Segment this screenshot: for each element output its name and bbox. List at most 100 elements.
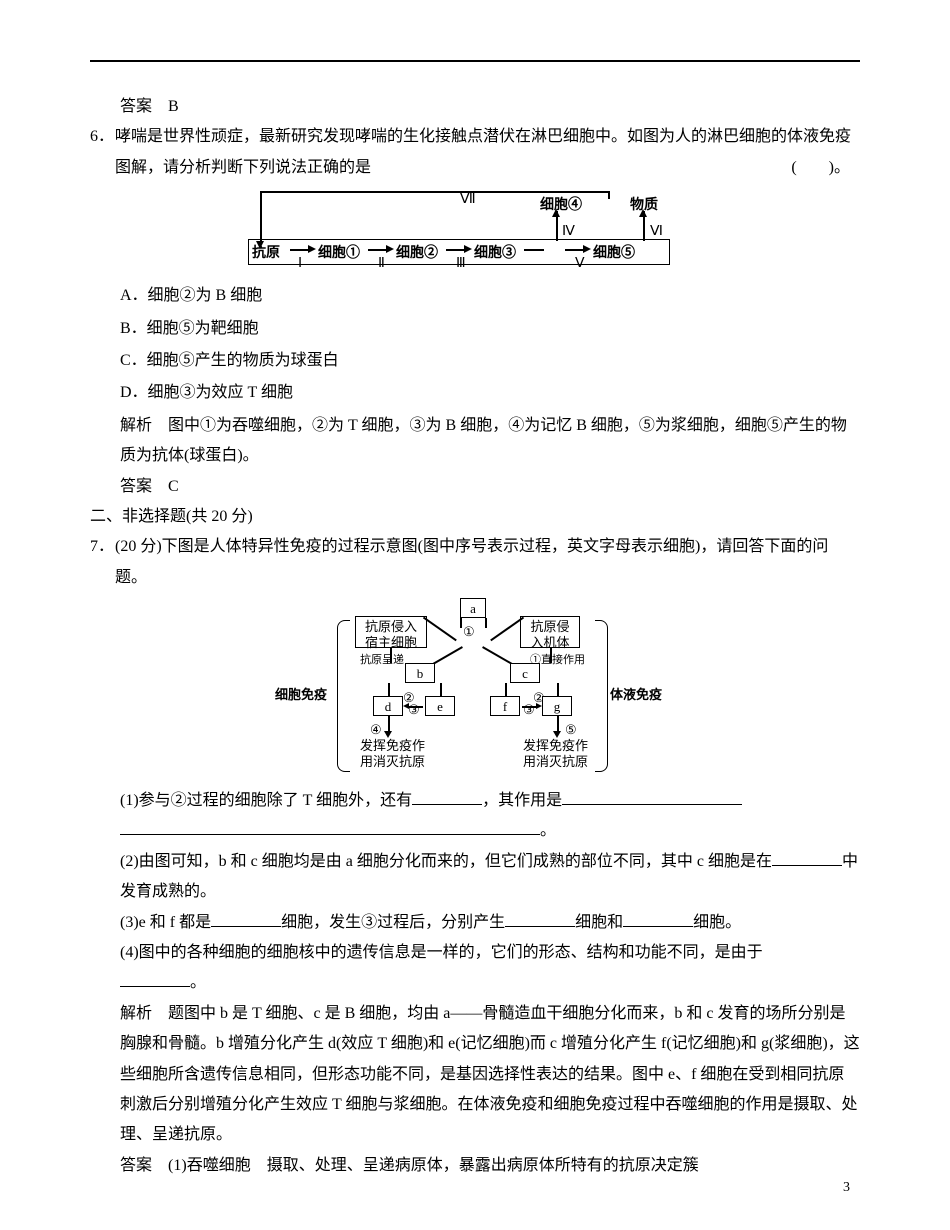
q6-opt-a: A．细胞②为 B 细胞	[120, 281, 860, 311]
d1-cell4: 细胞④	[540, 193, 582, 220]
d1-vii: Ⅶ	[460, 187, 476, 214]
q7-answer: 答案 (1)吞噬细胞 摄取、处理、呈递病原体，暴露出病原体所特有的抗原决定簇	[120, 1151, 860, 1181]
d2-h3	[409, 706, 423, 708]
blank-long	[120, 818, 540, 835]
d2-chengdi: 抗原呈递	[360, 650, 404, 671]
blank	[562, 788, 742, 805]
arrow-right-icon	[536, 703, 542, 709]
d1-r1	[608, 191, 610, 199]
blank	[505, 910, 575, 927]
brace-left-icon	[337, 620, 350, 772]
blank	[211, 910, 281, 927]
q7-body: (20 分)下图是人体特异性免疫的过程示意图(图中序号表示过程，英文字母表示细胞…	[115, 532, 860, 593]
section-2-heading: 二、非选择题(共 20 分)	[90, 502, 860, 532]
jiexi-label: 解析	[120, 417, 152, 434]
question-6: 6． 哮喘是世界性顽症，最新研究发现哮喘的生化接触点潜伏在淋巴细胞中。如图为人的…	[90, 122, 860, 183]
blank	[412, 788, 482, 805]
blank	[772, 849, 842, 866]
q7-sub3: (3)e 和 f 都是 细胞，发生③过程后，分别产生 细胞和 细胞。	[120, 908, 860, 938]
answer-value: B	[168, 98, 179, 115]
q6-answer-val: C	[168, 478, 179, 495]
arrow-up-icon	[552, 209, 560, 217]
q7-sub4: (4)图中的各种细胞的细胞核中的遗传信息是一样的，它们的形态、结构和功能不同，是…	[120, 938, 860, 968]
q6-opt-b: B．细胞⑤为靶细胞	[120, 314, 860, 344]
q7-p1b: ，其作用是	[482, 792, 562, 809]
d2-v1	[390, 648, 392, 663]
answer-label: 答案	[120, 98, 152, 115]
d2-a: a	[460, 598, 486, 618]
q7-p1a: (1)参与②过程的细胞除了 T 细胞外，还有	[120, 792, 412, 809]
d2-c: c	[510, 663, 540, 683]
d2-v3	[388, 683, 390, 696]
q6-jiexi-text: 图中①为吞噬细胞，②为 T 细胞，③为 B 细胞，④为记忆 B 细胞，⑤为浆细胞…	[120, 417, 847, 464]
d2-h3b	[522, 706, 536, 708]
q7-answer-text: (1)吞噬细胞 摄取、处理、呈递病原体，暴露出病原体所特有的抗原决定簇	[168, 1157, 699, 1174]
d1-left	[260, 191, 262, 245]
d2-v4	[440, 683, 442, 696]
q7-p2a: (2)由图可知，b 和 c 细胞均是由 a 细胞分化而来的，但它们成熟的部位不同…	[120, 853, 772, 870]
q7-p4b: 。	[190, 974, 206, 991]
q7-p3c: 细胞和	[575, 914, 623, 931]
q7-jiexi: 解析 题图中 b 是 T 细胞、c 是 B 细胞，均由 a——骨髓造血干细胞分化…	[120, 999, 860, 1151]
answer-label: 答案	[120, 478, 152, 495]
brace-right-icon	[595, 620, 608, 772]
top-rule	[90, 60, 860, 62]
d2-l1	[460, 618, 462, 628]
d2-fahui1: 发挥免疫作 用消灭抗原	[360, 738, 425, 769]
d2-box1: 抗原侵入 宿主细胞	[355, 616, 427, 648]
d2-l3	[490, 617, 524, 641]
q7-p1c: 。	[540, 822, 556, 839]
d2-f: f	[490, 696, 520, 716]
q6-paren: ( )。	[791, 153, 850, 183]
q7-p3b: 细胞，发生③过程后，分别产生	[281, 914, 505, 931]
q7-head-text: (20 分)下图是人体特异性免疫的过程示意图(图中序号表示过程，英文字母表示细胞…	[115, 538, 828, 585]
jiexi-label: 解析	[120, 1005, 152, 1022]
diagram-2: a 抗原侵入 宿主细胞 抗原侵 入机体 ① 抗原呈递 ①直接作用 b c ② ②…	[265, 598, 685, 778]
d2-fahui2: 发挥免疫作 用消灭抗原	[523, 738, 588, 769]
answer-label: 答案	[120, 1157, 152, 1174]
d2-3b: ③	[523, 698, 535, 723]
q7-p4a: (4)图中的各种细胞的细胞核中的遗传信息是一样的，它们的形态、结构和功能不同，是…	[120, 944, 763, 961]
q7-p3d: 细胞。	[693, 914, 741, 931]
q7-jiexi-text: 题图中 b 是 T 细胞、c 是 B 细胞，均由 a——骨髓造血干细胞分化而来，…	[120, 1005, 860, 1144]
d2-cell-immune: 细胞免疫	[275, 683, 327, 708]
d2-g: g	[542, 696, 572, 716]
d2-1: ①	[463, 620, 475, 645]
d2-l2	[423, 617, 457, 641]
q7-sub2: (2)由图可知，b 和 c 细胞均是由 a 细胞分化而来的，但它们成熟的部位不同…	[120, 847, 860, 908]
d2-l1b	[485, 618, 487, 628]
d2-b: b	[405, 663, 435, 683]
arrow-up-icon	[639, 209, 647, 217]
blank	[623, 910, 693, 927]
answer-5: 答案 B	[120, 92, 860, 122]
q6-number: 6．	[90, 122, 115, 152]
d2-3: ③	[408, 698, 420, 723]
q6-body: 哮喘是世界性顽症，最新研究发现哮喘的生化接触点潜伏在淋巴细胞中。如图为人的淋巴细…	[115, 122, 860, 183]
d2-e: e	[425, 696, 455, 716]
d2-v6	[557, 683, 559, 696]
q7-sub1: (1)参与②过程的细胞除了 T 细胞外，还有 ，其作用是	[120, 786, 860, 816]
diagram-1: Ⅶ 细胞④ 物质 Ⅳ Ⅵ 抗原 Ⅰ 细胞① Ⅱ 细胞② Ⅲ 细胞③ Ⅴ 细胞⑤	[260, 191, 690, 271]
q6-opt-c: C．细胞⑤产生的物质为球蛋白	[120, 346, 860, 376]
q6-jiexi: 解析 图中①为吞噬细胞，②为 T 细胞，③为 B 细胞，④为记忆 B 细胞，⑤为…	[120, 411, 860, 472]
q6-answer: 答案 C	[120, 472, 860, 502]
d1-border	[248, 239, 670, 265]
arrow-down-icon	[384, 731, 392, 738]
q7-p3a: (3)e 和 f 都是	[120, 914, 211, 931]
d2-v2	[550, 648, 552, 663]
arrow-down-icon	[553, 731, 561, 738]
q7-number: 7．	[90, 532, 115, 562]
page: 答案 B 6． 哮喘是世界性顽症，最新研究发现哮喘的生化接触点潜伏在淋巴细胞中。…	[0, 0, 950, 1230]
q6-opt-d: D．细胞③为效应 T 细胞	[120, 378, 860, 408]
d2-d: d	[373, 696, 403, 716]
blank	[120, 970, 190, 987]
d2-v5	[505, 683, 507, 696]
page-number: 3	[843, 1175, 850, 1202]
q6-options: A．细胞②为 B 细胞 B．细胞⑤为靶细胞 C．细胞⑤产生的物质为球蛋白 D．细…	[120, 281, 860, 409]
q7-sub4b: 。	[120, 968, 860, 998]
q7-sub1b: 。	[120, 816, 860, 846]
q6-text: 哮喘是世界性顽症，最新研究发现哮喘的生化接触点潜伏在淋巴细胞中。如图为人的淋巴细…	[115, 128, 851, 175]
d2-box2: 抗原侵 入机体	[520, 616, 580, 648]
d2-humoral: 体液免疫	[610, 683, 662, 708]
question-7: 7． (20 分)下图是人体特异性免疫的过程示意图(图中序号表示过程，英文字母表…	[90, 532, 860, 593]
